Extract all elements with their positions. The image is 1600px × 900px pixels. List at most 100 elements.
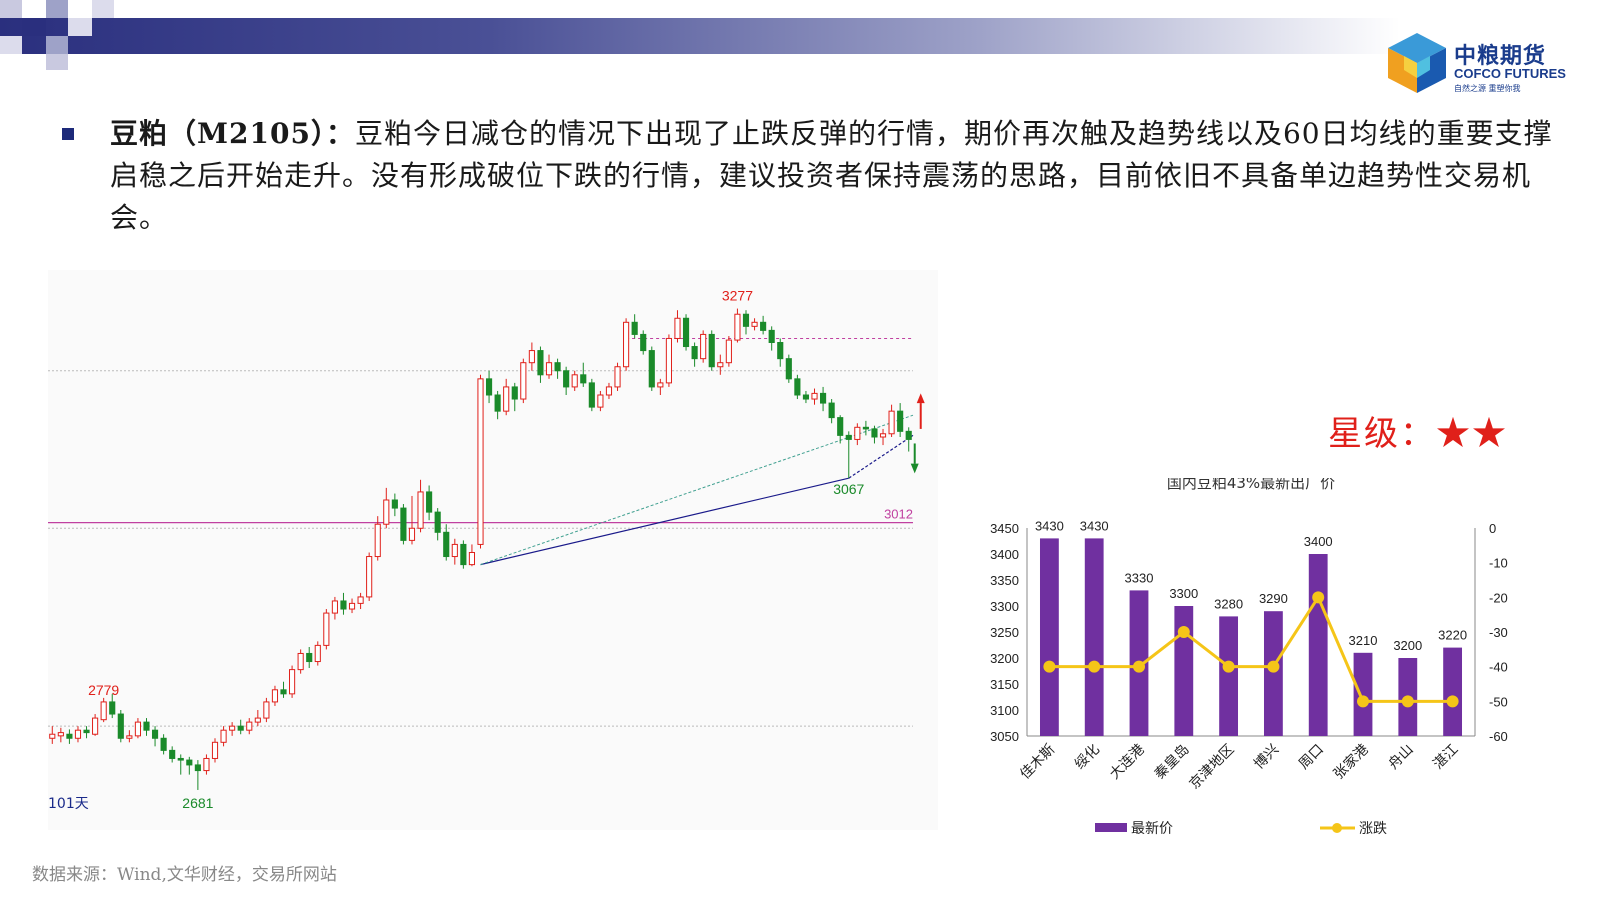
candle-body — [408, 527, 416, 541]
candle-body — [571, 374, 578, 388]
candle-body — [348, 602, 356, 610]
candle — [717, 354, 724, 375]
category-label: 湛江 — [1430, 742, 1461, 773]
candle — [820, 386, 827, 412]
bar-value-label: 3430 — [1035, 518, 1064, 533]
trend-line — [480, 477, 849, 566]
candle — [700, 330, 707, 363]
logo-name-cn: 中粮期货 — [1454, 44, 1547, 69]
candle — [203, 754, 210, 775]
candle — [426, 485, 433, 521]
category-label: 京津地区 — [1187, 742, 1238, 793]
candle-body — [289, 669, 296, 695]
candle — [323, 609, 330, 650]
bar-value-label: 3210 — [1349, 633, 1378, 648]
candle — [408, 495, 416, 545]
candle-body — [460, 543, 467, 566]
candle-body — [777, 342, 784, 360]
summary-paragraph: 豆粕（M2105）：豆粕今日减仓的情况下出现了止跌反弹的行情，期价再次触及趋势线… — [110, 113, 1560, 239]
candle — [271, 685, 279, 706]
category-label: 佳木斯 — [1017, 742, 1058, 783]
candle — [366, 552, 373, 601]
y-left-tick-label: 3200 — [990, 651, 1019, 666]
category-label: 大连港 — [1107, 742, 1148, 783]
summary-body: 豆粕今日减仓的情况下出现了止跌反弹的行情，期价再次触及趋势线以及60日均线的重要… — [110, 117, 1553, 234]
candle — [74, 726, 82, 743]
bar-value-label: 3280 — [1214, 596, 1243, 611]
candle — [905, 427, 912, 452]
legend-bar-swatch — [1095, 823, 1127, 832]
candle-body — [426, 491, 433, 513]
candle-body — [92, 717, 99, 735]
label-support: 3012 — [884, 507, 913, 522]
candle-body — [511, 386, 518, 400]
candle-body — [66, 733, 73, 739]
candle-body — [520, 362, 527, 400]
candle-body — [503, 386, 510, 412]
price-bar — [1219, 616, 1239, 736]
bar-value-label: 3290 — [1259, 591, 1288, 606]
bar-value-label: 3430 — [1080, 518, 1109, 533]
candle — [528, 342, 535, 371]
candle — [220, 726, 227, 747]
change-line — [1049, 594, 1453, 703]
candle-body — [323, 612, 330, 646]
price-bar — [1174, 606, 1194, 736]
y-right-tick-label: -20 — [1489, 590, 1508, 605]
star-rating-stars: ★★ — [1436, 414, 1508, 454]
candle-body — [597, 394, 604, 408]
candle-body — [186, 759, 193, 766]
candle — [280, 681, 287, 698]
category-label: 张家港 — [1330, 741, 1372, 783]
candle — [229, 722, 236, 736]
candle-body — [537, 350, 544, 376]
candle — [837, 415, 844, 444]
candle — [340, 592, 347, 615]
candle — [897, 403, 904, 437]
candle-body — [211, 741, 219, 759]
change-point — [1401, 695, 1414, 708]
candle-body — [194, 764, 201, 772]
candle-body — [734, 313, 741, 341]
candle-body — [897, 410, 904, 432]
candle — [734, 308, 741, 343]
candle — [537, 346, 544, 383]
candle-body — [151, 729, 159, 739]
candle — [246, 718, 253, 735]
candle-body — [768, 329, 775, 344]
price-bar — [1084, 538, 1104, 736]
candle-body — [357, 596, 364, 604]
candle-body — [134, 721, 141, 737]
candle — [186, 756, 193, 775]
candle — [879, 428, 887, 446]
candle — [760, 315, 767, 335]
candle — [443, 524, 450, 561]
candle — [802, 390, 810, 404]
candle — [143, 718, 150, 736]
candle-body — [657, 382, 664, 388]
candle-body — [340, 600, 347, 610]
candle — [391, 493, 398, 517]
bar-value-label: 3200 — [1393, 638, 1422, 653]
candle — [862, 420, 869, 436]
candle-body — [691, 346, 698, 360]
candle — [854, 423, 861, 446]
candle-body — [631, 321, 638, 335]
arrow-down-head-icon — [910, 463, 919, 474]
candle — [468, 544, 476, 567]
candle-body — [117, 713, 124, 739]
candle — [477, 374, 484, 549]
candle-body — [794, 378, 801, 396]
candle-body — [811, 392, 818, 400]
candle-body — [83, 729, 90, 734]
candle — [451, 538, 458, 565]
candle — [682, 314, 690, 351]
candle-body — [905, 430, 912, 440]
candle — [554, 358, 561, 379]
candle — [169, 746, 176, 763]
candle-body — [888, 410, 895, 435]
candle-body — [580, 374, 587, 384]
bar-chart-title: 国内豆粕43%最新出厂价 — [1167, 478, 1335, 492]
candle — [49, 726, 56, 744]
candle — [117, 710, 124, 743]
